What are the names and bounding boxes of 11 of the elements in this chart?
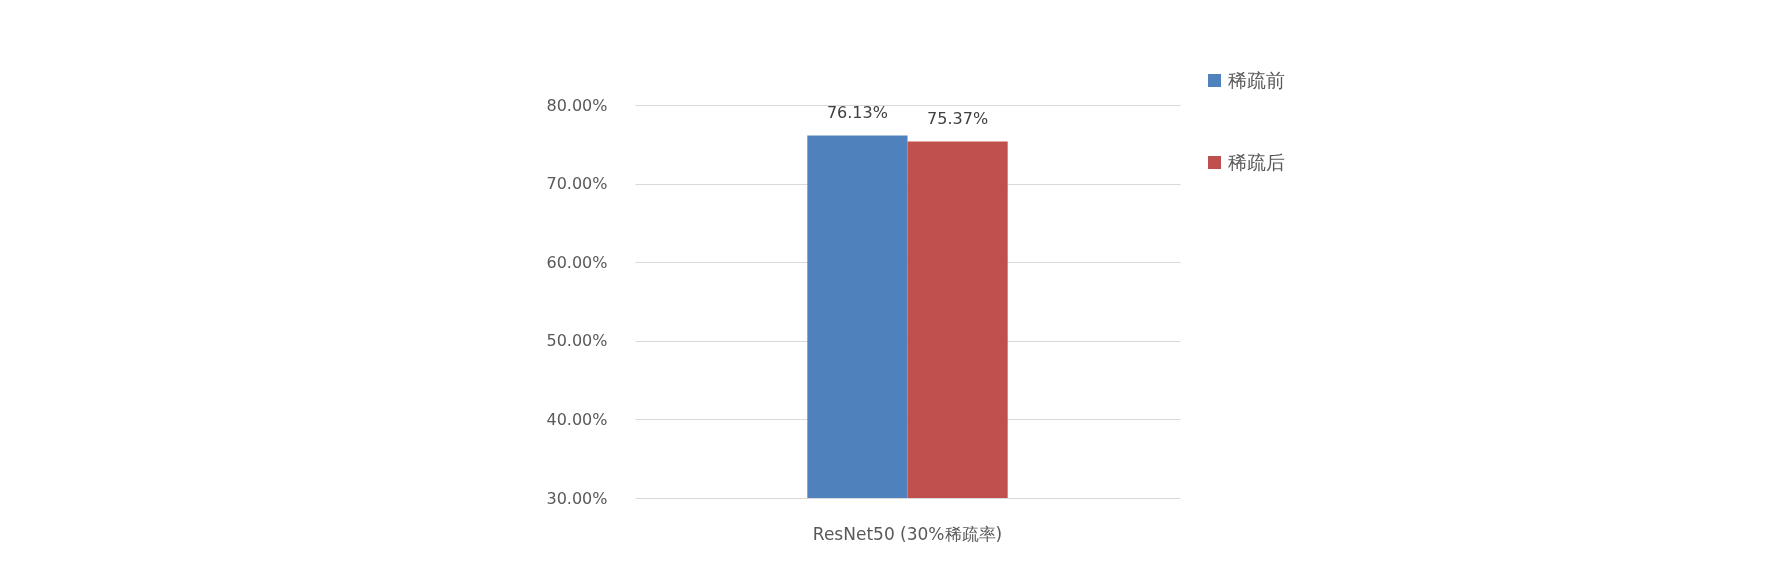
y-tick-label: 40.00% [546, 409, 608, 429]
legend-label: 稀疏前 [1228, 68, 1285, 91]
y-tick-label: 80.00% [546, 95, 608, 115]
legend-label: 稀疏后 [1228, 150, 1285, 173]
y-tick-label: 70.00% [546, 174, 608, 194]
y-tick-label: 30.00% [546, 488, 608, 508]
data-label: 76.13% [826, 103, 888, 123]
y-tick-label: 60.00% [546, 252, 608, 272]
x-tick-label: ResNet50 (30%稀疏率) [812, 523, 1003, 544]
data-label: 75.37% [927, 109, 989, 129]
y-tick-label: 50.00% [546, 331, 608, 351]
